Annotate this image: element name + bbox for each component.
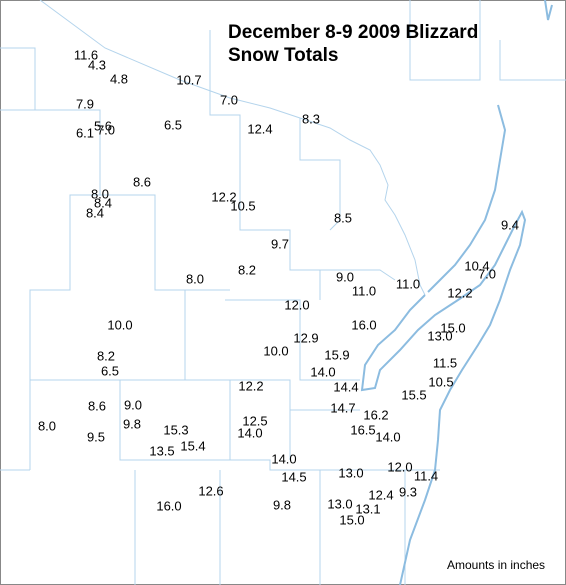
snow-reading: 15.4 bbox=[180, 438, 205, 453]
snow-reading: 9.0 bbox=[336, 269, 354, 284]
snow-reading: 8.0 bbox=[186, 271, 204, 286]
snow-reading: 16.5 bbox=[350, 422, 375, 437]
snow-reading: 8.2 bbox=[238, 262, 256, 277]
snow-reading: 11.0 bbox=[396, 276, 420, 291]
snow-reading: 13.0 bbox=[427, 328, 452, 343]
snow-reading: 8.3 bbox=[302, 111, 320, 126]
snow-reading: 8.5 bbox=[334, 210, 352, 225]
snow-reading: 16.2 bbox=[363, 407, 388, 422]
snow-reading: 8.6 bbox=[88, 398, 106, 413]
snow-reading: 15.0 bbox=[339, 512, 364, 527]
snow-reading: 12.2 bbox=[211, 189, 236, 204]
snow-reading: 14.4 bbox=[333, 379, 358, 394]
snow-reading: 15.0 bbox=[440, 320, 465, 335]
snow-reading: 13.5 bbox=[149, 443, 174, 458]
snow-reading: 10.4 bbox=[464, 258, 489, 273]
snow-reading: 9.5 bbox=[87, 429, 105, 444]
snow-reading: 6.1 bbox=[76, 125, 94, 140]
title-line: Snow Totals bbox=[228, 45, 338, 66]
snow-reading: 16.0 bbox=[156, 498, 181, 513]
snow-reading: 12.2 bbox=[238, 378, 263, 393]
snow-reading: 7.0 bbox=[220, 92, 238, 107]
snow-reading: 12.5 bbox=[242, 413, 267, 428]
snow-reading: 15.5 bbox=[401, 387, 426, 402]
snow-reading: 10.7 bbox=[176, 72, 201, 87]
snow-reading: 12.6 bbox=[198, 483, 223, 498]
snow-reading: 11.5 bbox=[433, 355, 457, 370]
snow-reading: 9.7 bbox=[271, 236, 289, 251]
snow-reading: 9.3 bbox=[399, 484, 417, 499]
snow-reading: 8.6 bbox=[133, 174, 151, 189]
snow-reading: 13.1 bbox=[355, 501, 380, 516]
snow-reading: 5.6 bbox=[94, 118, 112, 133]
snow-reading: 10.5 bbox=[428, 374, 453, 389]
snow-reading: 12.9 bbox=[293, 330, 318, 345]
snow-reading: 11.6 bbox=[74, 47, 98, 62]
snow-reading: 6.5 bbox=[101, 363, 119, 378]
snow-reading: 14.0 bbox=[237, 425, 262, 440]
snow-reading: 4.8 bbox=[110, 71, 128, 86]
footnote: Amounts in inches bbox=[447, 558, 545, 572]
snow-reading: 13.0 bbox=[327, 496, 352, 511]
snow-reading: 9.8 bbox=[273, 497, 291, 512]
snow-reading: 12.4 bbox=[368, 487, 393, 502]
snow-reading: 9.8 bbox=[123, 416, 141, 431]
snow-reading: 15.3 bbox=[163, 422, 188, 437]
snow-reading: 14.0 bbox=[310, 364, 335, 379]
snow-reading: 10.0 bbox=[263, 343, 288, 358]
snow-reading: 12.2 bbox=[447, 285, 472, 300]
snow-reading: 8.0 bbox=[91, 186, 109, 201]
title-line: December 8-9 2009 Blizzard bbox=[228, 22, 478, 43]
snow-reading: 15.9 bbox=[324, 347, 349, 362]
snow-reading: 9.0 bbox=[124, 397, 142, 412]
snow-reading: 14.0 bbox=[375, 429, 400, 444]
snow-reading: 7.0 bbox=[478, 266, 496, 281]
snow-reading: 11.0 bbox=[352, 283, 376, 298]
snow-reading: 11.4 bbox=[414, 468, 438, 483]
snow-reading: 12.0 bbox=[387, 459, 412, 474]
snow-reading: 12.4 bbox=[247, 121, 272, 136]
snow-reading: 10.0 bbox=[107, 317, 132, 332]
snow-reading: 7.0 bbox=[97, 122, 115, 137]
snow-reading: 8.4 bbox=[86, 205, 104, 220]
snow-reading: 7.9 bbox=[76, 96, 94, 111]
snow-reading: 12.0 bbox=[284, 297, 309, 312]
snow-reading: 9.4 bbox=[501, 217, 519, 232]
snow-reading: 8.0 bbox=[38, 418, 56, 433]
snow-reading: 10.5 bbox=[230, 198, 255, 213]
snow-reading: 8.2 bbox=[97, 348, 115, 363]
snow-reading: 16.0 bbox=[351, 317, 376, 332]
snow-reading: 8.4 bbox=[94, 195, 112, 210]
snow-reading: 4.3 bbox=[88, 57, 106, 72]
snow-reading: 14.5 bbox=[281, 469, 306, 484]
snow-reading: 6.5 bbox=[164, 117, 182, 132]
snow-reading: 14.7 bbox=[330, 400, 355, 415]
snow-reading: 14.0 bbox=[271, 451, 296, 466]
snow-reading: 13.0 bbox=[338, 465, 363, 480]
